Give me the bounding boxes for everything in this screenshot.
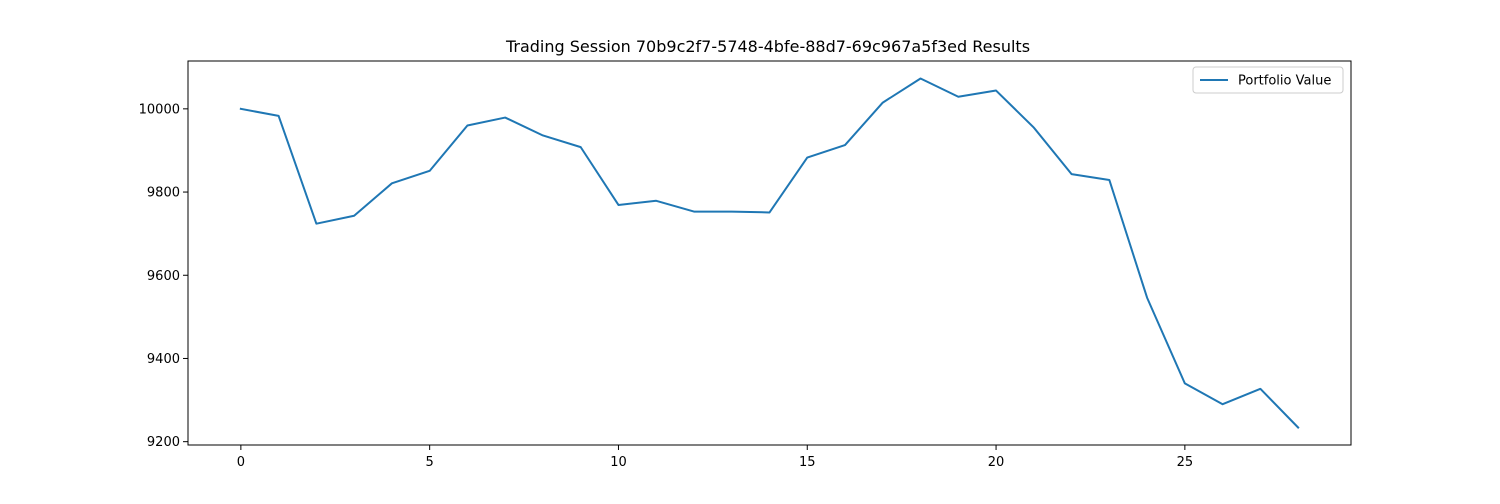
legend-box [1192, 66, 1344, 94]
y-tick-label: 9600 [147, 269, 180, 284]
x-tick-label: 20 [988, 455, 1005, 470]
y-tick-label: 9800 [147, 186, 180, 201]
legend-label: Portfolio Value [1238, 74, 1331, 89]
x-tick-label: 10 [610, 455, 627, 470]
y-tick-label: 9400 [147, 352, 180, 367]
x-tick-label: 15 [799, 455, 816, 470]
x-axis: 0 5 10 15 20 25 [237, 445, 1193, 470]
plot-frame [187, 60, 1352, 446]
legend: Portfolio Value [1192, 66, 1344, 94]
chart-title: Trading Session 70b9c2f7-5748-4bfe-88d7-… [505, 37, 1030, 56]
y-tick-label: 9200 [147, 435, 180, 450]
x-tick-label: 5 [426, 455, 434, 470]
series-line-portfolio-value [239, 77, 1300, 429]
x-tick-label: 0 [237, 455, 245, 470]
y-axis: 9200 9400 9600 9800 10000 [139, 102, 188, 450]
x-tick-label: 25 [1177, 455, 1194, 470]
y-tick-label: 10000 [139, 102, 180, 117]
series-group [239, 77, 1300, 429]
